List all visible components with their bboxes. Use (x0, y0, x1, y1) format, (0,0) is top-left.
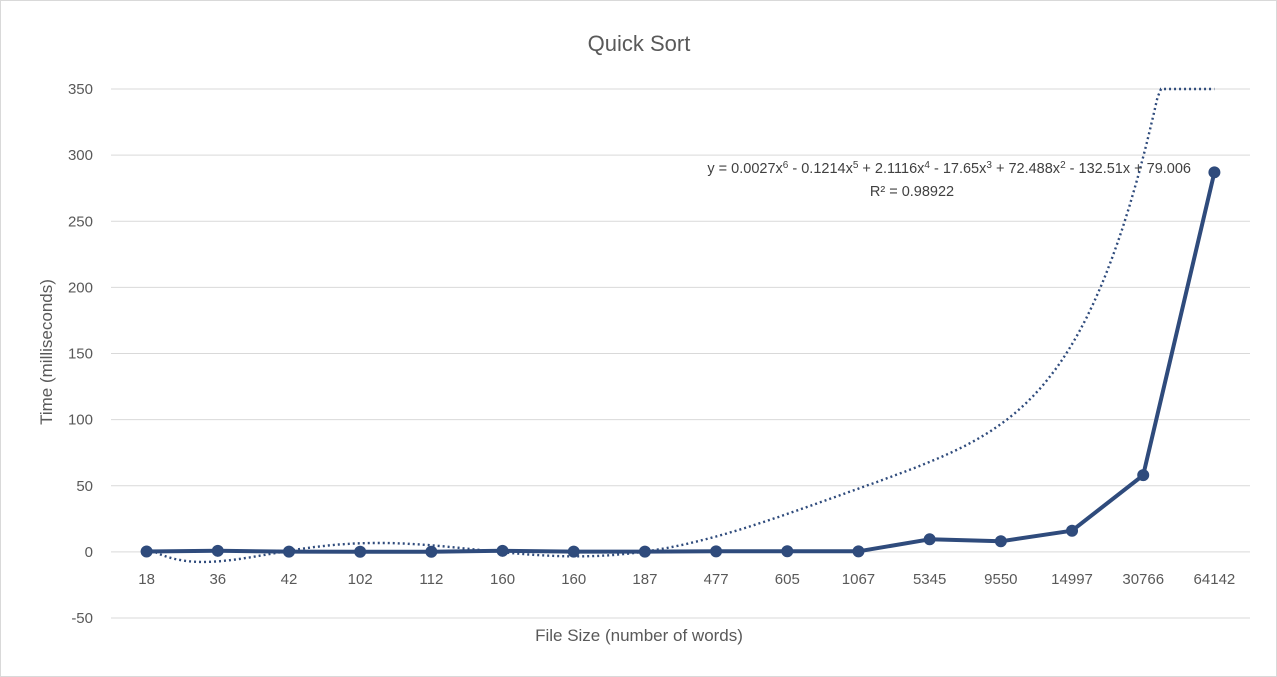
x-tick-label: 187 (632, 571, 657, 588)
x-tick-label: 18 (138, 571, 155, 588)
x-tick-label: 5345 (913, 571, 946, 588)
data-point (923, 533, 936, 546)
x-axis-label: File Size (number of words) (535, 626, 743, 645)
data-point (496, 544, 509, 557)
x-tick-label: 9550 (984, 571, 1017, 588)
data-point (781, 545, 794, 558)
x-tick-label: 112 (419, 571, 443, 588)
data-point (1066, 524, 1079, 537)
data-point (211, 544, 224, 557)
data-markers (140, 166, 1221, 558)
y-tick-label: 150 (68, 346, 93, 363)
trendline-equation: y = 0.0027x6 - 0.1214x5 + 2.1116x4 - 17.… (707, 160, 1191, 178)
data-point (282, 545, 295, 558)
y-tick-label: 300 (68, 147, 93, 164)
x-tick-label: 36 (209, 571, 226, 588)
x-tick-label: 42 (281, 571, 298, 588)
y-tick-label: -50 (71, 610, 93, 627)
y-tick-label: 0 (85, 544, 93, 561)
y-tick-label: 350 (68, 81, 93, 98)
series-line (146, 171, 1217, 554)
x-tick-label: 477 (704, 571, 729, 588)
x-tick-label: 1067 (842, 571, 875, 588)
y-tick-label: 50 (76, 478, 93, 495)
chart-title: Quick Sort (588, 31, 691, 56)
y-tick-label: 250 (68, 213, 93, 230)
data-point (1137, 469, 1150, 482)
x-tick-label: 30766 (1122, 571, 1164, 588)
data-point (1208, 166, 1221, 179)
x-tick-label: 64142 (1194, 571, 1236, 588)
y-tick-label: 200 (68, 279, 93, 296)
y-axis-label: Time (milliseconds) (37, 279, 56, 425)
data-point (994, 535, 1007, 548)
data-point (710, 545, 723, 558)
trendline-r-squared: R² = 0.98922 (870, 184, 954, 200)
data-point (425, 545, 438, 558)
y-axis-ticks: -50 0 50 100 150 200 250 300 350 (68, 81, 93, 627)
x-tick-label: 14997 (1051, 571, 1093, 588)
data-point (852, 545, 865, 558)
x-tick-label: 160 (490, 571, 515, 588)
data-point (354, 545, 367, 558)
x-tick-label: 102 (348, 571, 373, 588)
x-tick-label: 605 (775, 571, 800, 588)
data-point (567, 545, 580, 558)
y-tick-label: 100 (68, 412, 93, 429)
data-point (638, 545, 651, 558)
x-tick-label: 160 (561, 571, 586, 588)
trendline (146, 87, 1215, 564)
x-axis-ticks: 18 36 42 102 112 160 160 187 477 605 1067 5345 9550 1… (138, 571, 1235, 588)
data-point (140, 545, 153, 558)
